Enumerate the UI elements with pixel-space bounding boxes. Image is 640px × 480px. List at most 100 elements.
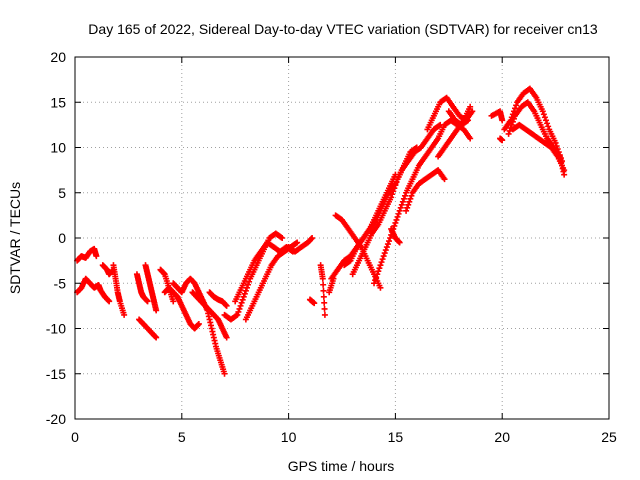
data-point-marker	[399, 198, 406, 205]
data-series-track-32	[501, 85, 566, 165]
data-point-marker	[106, 298, 113, 305]
data-series-track-5	[133, 271, 151, 305]
data-point-marker	[93, 253, 100, 260]
data-point-marker	[235, 308, 242, 315]
data-point-marker	[540, 111, 547, 118]
y-tick-label: 10	[50, 140, 66, 156]
data-point-marker	[539, 108, 546, 115]
data-point-marker	[467, 135, 474, 142]
data-point-marker	[389, 191, 396, 198]
data-point-marker	[396, 239, 403, 246]
data-series-track-25	[388, 225, 403, 246]
data-series-track-34	[509, 121, 568, 174]
data-point-marker	[513, 102, 520, 109]
data-series-track-18	[317, 262, 328, 318]
axis-ticks: 0 5 10 15 20 25 -20 -15 -10 -5 0 5 10 15 20	[46, 49, 617, 445]
data-point-marker	[398, 201, 405, 208]
data-point-marker	[465, 117, 472, 124]
data-point-marker	[377, 262, 384, 269]
data-point-marker	[396, 207, 403, 214]
data-point-marker	[499, 117, 506, 124]
data-point-marker	[379, 256, 386, 263]
data-point-marker	[391, 222, 398, 229]
data-point-marker	[400, 195, 407, 202]
data-point-marker	[541, 114, 548, 121]
data-point-marker	[223, 334, 230, 341]
data-series-track-29	[445, 108, 472, 128]
data-point-marker	[221, 370, 228, 377]
data-point-marker	[499, 137, 506, 144]
data-point-marker	[170, 298, 177, 305]
data-point-marker	[294, 239, 301, 246]
data-series-track-7	[142, 262, 160, 314]
data-series-track-21	[332, 212, 384, 291]
data-series-track-1	[74, 245, 100, 264]
data-point-marker	[234, 311, 241, 318]
data-point-marker	[371, 280, 378, 287]
data-series-track-30	[488, 108, 506, 124]
data-point-marker	[242, 287, 249, 294]
data-point-marker	[542, 117, 549, 124]
y-tick-label: -5	[54, 275, 67, 291]
data-point-marker	[388, 194, 395, 201]
x-tick-label: 10	[281, 429, 297, 445]
data-point-marker	[245, 281, 252, 288]
data-point-marker	[238, 299, 245, 306]
data-point-marker	[372, 277, 379, 284]
data-point-marker	[320, 293, 327, 300]
data-point-marker	[376, 265, 383, 272]
data-series-track-16	[285, 235, 316, 255]
data-point-marker	[510, 115, 517, 122]
data-point-marker	[545, 123, 552, 130]
data-point-marker	[393, 216, 400, 223]
data-point-marker	[380, 253, 387, 260]
data-point-marker	[506, 127, 513, 134]
data-point-marker	[279, 235, 286, 241]
data-series-track-17	[306, 296, 318, 307]
data-series-track-23	[349, 144, 420, 278]
y-tick-label: 20	[50, 49, 66, 65]
data-point-marker	[321, 311, 328, 318]
data-point-marker	[239, 296, 246, 303]
data-point-marker	[405, 201, 412, 208]
x-tick-label: 20	[494, 429, 510, 445]
data-series-track-26	[403, 167, 448, 214]
data-series-track-31	[497, 135, 506, 144]
data-point-marker	[319, 275, 326, 282]
data-point-marker	[402, 192, 409, 199]
data-point-marker	[390, 188, 397, 195]
data-series-track-2	[74, 275, 113, 305]
data-point-marker	[392, 219, 399, 226]
data-points	[74, 85, 568, 377]
data-point-marker	[240, 293, 247, 300]
y-tick-label: -10	[46, 321, 66, 337]
data-point-marker	[391, 185, 398, 192]
data-point-marker	[552, 139, 559, 146]
data-point-marker	[509, 118, 516, 125]
data-series-track-4	[110, 262, 128, 318]
data-point-marker	[392, 182, 399, 189]
data-point-marker	[397, 204, 404, 211]
data-point-marker	[241, 290, 248, 297]
data-point-marker	[223, 302, 230, 309]
data-point-marker	[408, 192, 415, 199]
data-point-marker	[321, 305, 328, 312]
x-tick-label: 25	[601, 429, 617, 445]
data-point-marker	[121, 311, 128, 318]
data-point-marker	[394, 213, 401, 220]
data-series-track-28	[435, 103, 474, 160]
y-tick-label: 15	[50, 94, 66, 110]
y-axis-label: SDTVAR / TECUs	[7, 182, 23, 294]
data-point-marker	[561, 167, 568, 174]
data-point-marker	[387, 235, 394, 241]
data-point-marker	[383, 244, 390, 251]
data-point-marker	[311, 300, 318, 307]
x-tick-label: 5	[178, 429, 186, 445]
data-point-marker	[236, 305, 243, 312]
data-point-marker	[374, 271, 381, 278]
data-point-marker	[441, 176, 448, 183]
data-series-track-12	[206, 289, 230, 309]
y-tick-label: 5	[58, 185, 66, 201]
data-point-marker	[321, 299, 328, 306]
data-point-marker	[505, 130, 512, 137]
